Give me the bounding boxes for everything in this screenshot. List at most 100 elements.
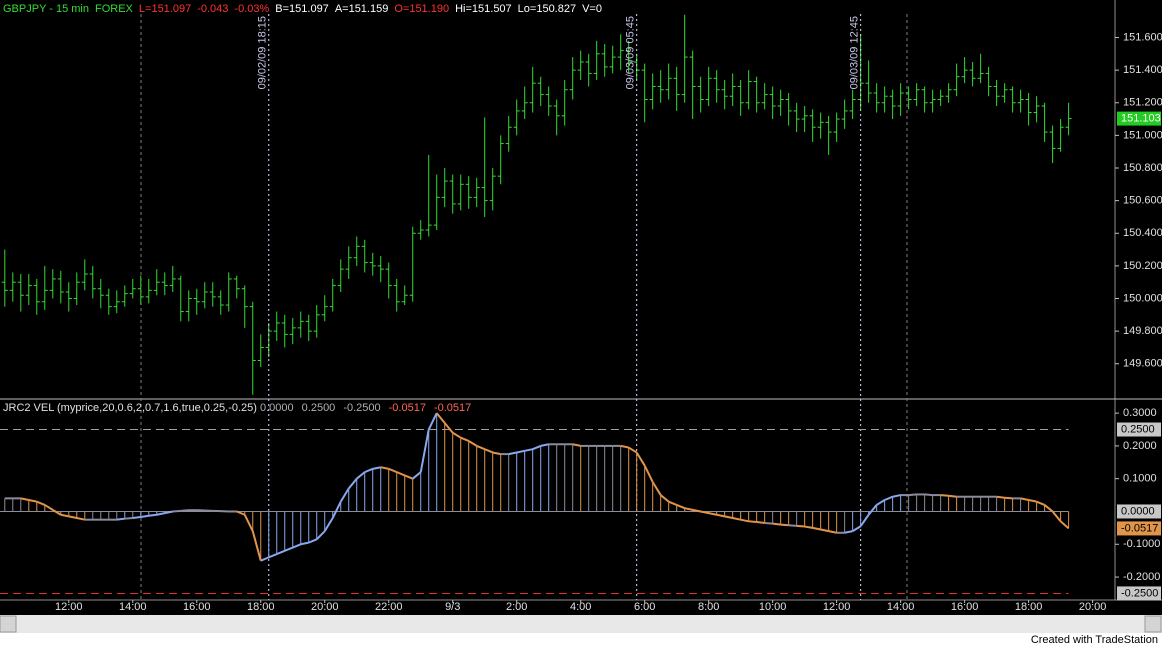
velocity-line	[867, 504, 878, 516]
velocity-line	[724, 515, 733, 520]
y-tick-label: 0.1000	[1123, 473, 1157, 485]
velocity-line	[1043, 504, 1054, 513]
x-tick-label: 16:00	[951, 601, 979, 613]
velocity-line	[380, 466, 389, 470]
velocity-line	[692, 508, 701, 513]
header-item: -0.043	[197, 3, 228, 15]
y-tick-label: 150.000	[1123, 292, 1162, 304]
velocity-line	[643, 465, 654, 483]
value-marker	[1117, 504, 1161, 519]
header-item: V=0	[582, 3, 602, 15]
velocity-line	[236, 510, 246, 516]
readout: -0.0517	[389, 402, 426, 414]
velocity-line	[468, 440, 478, 447]
y-tick-label: 150.600	[1123, 195, 1162, 207]
x-tick-label: 14:00	[887, 601, 915, 613]
value-marker-label: 151.103	[1121, 112, 1161, 124]
velocity-line	[323, 517, 334, 532]
velocity-line	[756, 520, 765, 524]
value-marker-label: 0.0000	[1121, 505, 1155, 517]
y-tick-label: 151.200	[1123, 97, 1162, 109]
velocity-line	[1004, 496, 1013, 500]
velocity-line	[284, 546, 294, 552]
scroll-right[interactable]	[1144, 615, 1162, 633]
scroll-left[interactable]	[0, 615, 17, 633]
annotation-label: 09/02/09 18:15	[257, 16, 269, 89]
velocity-line	[419, 429, 430, 473]
x-tick-label: 14:00	[119, 601, 147, 613]
x-tick-label: 16:00	[183, 601, 211, 613]
y-tick-label: -0.2000	[1123, 571, 1160, 583]
annotation-label: 09/03/09 05:45	[625, 16, 637, 89]
velocity-line	[172, 509, 181, 513]
velocity-line	[308, 538, 318, 544]
velocity-line	[164, 510, 173, 515]
velocity-line	[76, 517, 85, 521]
velocity-line	[156, 512, 165, 516]
velocity-line	[276, 549, 286, 556]
velocity-line	[796, 524, 805, 528]
y-tick-label: 149.800	[1123, 325, 1162, 337]
velocity-line	[780, 523, 789, 527]
velocity-line	[884, 495, 894, 501]
header-item: GBPJPY - 15 min	[3, 3, 89, 15]
readout: 0.2500	[302, 402, 336, 414]
header-item: FOREX	[95, 3, 134, 15]
velocity-line	[740, 518, 749, 523]
velocity-line	[44, 504, 54, 511]
velocity-line	[116, 517, 125, 521]
value-marker-label: 0.2500	[1121, 423, 1155, 435]
value-marker	[1117, 586, 1161, 601]
plot: GBPJPY - 15 min FOREX L=151.097 -0.043 -0.03…	[0, 3, 1162, 613]
velocity-line	[828, 530, 837, 534]
scrollbar[interactable]	[0, 615, 1162, 633]
velocity-line	[148, 513, 157, 517]
y-tick-label: 151.600	[1123, 31, 1162, 43]
velocity-line	[476, 444, 486, 451]
velocity-line	[443, 422, 454, 434]
x-tick-label: 4:00	[570, 601, 591, 613]
symbol-header: GBPJPY - 15 min FOREX L=151.097 -0.043 -0.03…	[3, 3, 602, 15]
velocity-line	[68, 515, 77, 520]
velocity-line	[388, 467, 398, 474]
velocity-line	[356, 471, 366, 480]
velocity-line	[764, 521, 773, 525]
header-item: L=151.097	[139, 3, 191, 15]
header-item: Lo=150.827	[518, 3, 576, 15]
y-tick-label: 150.200	[1123, 260, 1162, 272]
velocity-line	[1051, 510, 1062, 522]
velocity-line	[316, 530, 326, 541]
velocity-line	[36, 500, 46, 506]
velocity-line	[28, 499, 37, 503]
x-tick-label: 20:00	[1079, 601, 1107, 613]
velocity-line	[892, 494, 901, 498]
velocity-line	[396, 471, 406, 477]
x-tick-label: 6:00	[634, 601, 655, 613]
header-item: -0.03%	[234, 3, 269, 15]
velocity-line	[243, 514, 254, 532]
value-marker-label: -0.2500	[1121, 587, 1158, 599]
y-tick-label: 0.2000	[1123, 440, 1157, 452]
velocity-line	[484, 448, 494, 454]
velocity-line	[660, 494, 670, 503]
velocity-line	[508, 451, 517, 456]
velocity-line	[812, 526, 821, 531]
header-item: A=151.159	[335, 3, 389, 15]
velocity-line	[820, 528, 829, 533]
x-tick-label: 9/3	[445, 601, 460, 613]
x-tick-label: 12:00	[823, 601, 851, 613]
velocity-line	[748, 520, 757, 523]
value-marker	[1117, 521, 1161, 536]
velocity-line	[1020, 497, 1029, 501]
velocity-line	[908, 493, 917, 497]
velocity-line	[492, 451, 501, 456]
velocity-line	[859, 514, 870, 527]
velocity-line	[844, 530, 853, 534]
velocity-line	[404, 474, 414, 480]
velocity-line	[52, 508, 62, 516]
velocity-line	[635, 451, 646, 467]
velocity-line	[251, 530, 262, 561]
velocity-line	[364, 467, 374, 474]
velocity-line	[427, 412, 438, 430]
velocity-line	[180, 509, 189, 512]
